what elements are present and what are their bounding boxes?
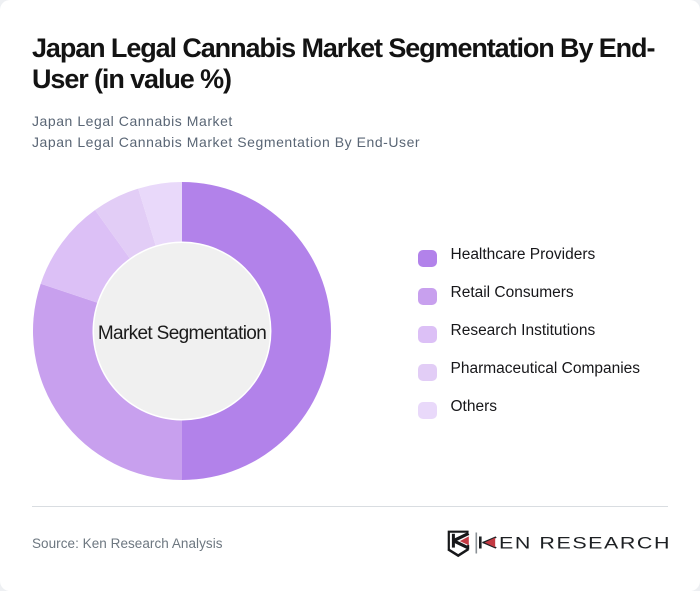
svg-text:EN RESEARCH: EN RESEARCH — [499, 535, 671, 553]
svg-text:Market Segmentation: Market Segmentation — [98, 323, 266, 344]
